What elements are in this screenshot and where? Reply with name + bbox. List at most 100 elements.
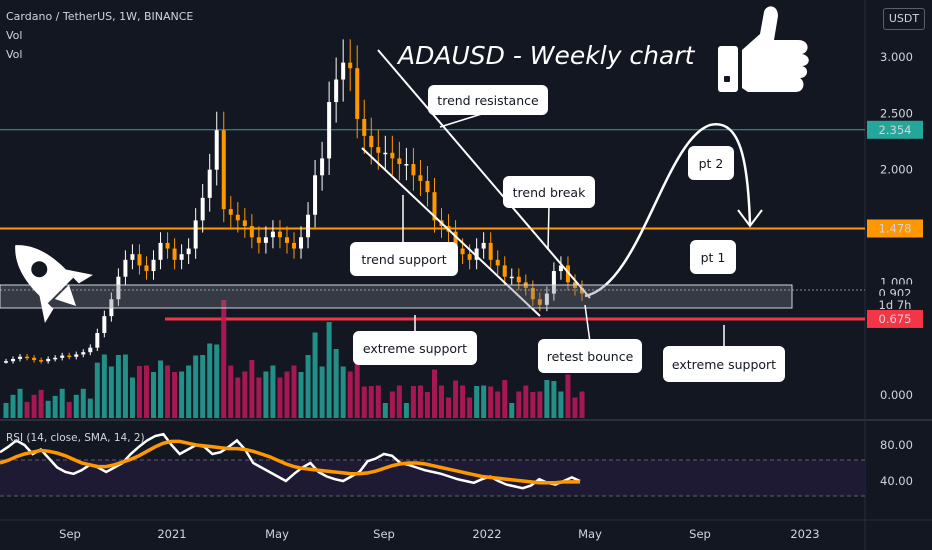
candle <box>348 39 353 92</box>
volume-bar <box>179 371 185 418</box>
candle <box>60 352 65 361</box>
volume-bar <box>417 385 423 418</box>
volume-bar <box>537 391 543 418</box>
callout-trend-resistance: trend resistance <box>428 85 548 128</box>
volume-bar <box>544 380 550 418</box>
candle <box>256 226 261 254</box>
symbol-title: Cardano / TetherUS, 1W, BINANCE <box>6 10 194 23</box>
volume-bar <box>94 362 100 418</box>
volume-bar <box>340 366 346 418</box>
volume-bar <box>122 354 128 418</box>
rsi-sma-line <box>0 439 580 485</box>
currency-button[interactable]: USDT <box>883 8 925 30</box>
candle <box>25 354 30 361</box>
candle <box>263 226 268 254</box>
volume-bar <box>129 377 135 418</box>
thumbs-up-icon <box>718 6 809 93</box>
time-tick: 2022 <box>472 527 501 541</box>
trend-lines <box>361 49 763 317</box>
volume-bar <box>481 385 487 418</box>
volume-bar <box>277 377 283 418</box>
volume-bar <box>431 369 437 418</box>
volume-bar <box>298 372 304 418</box>
volume-bar <box>3 403 9 418</box>
volume-bar <box>410 386 416 418</box>
candle <box>137 244 142 275</box>
volume-bar <box>460 385 466 418</box>
volume-bar <box>502 380 508 418</box>
volume-bar <box>509 403 515 418</box>
svg-text:1d 7h: 1d 7h <box>879 298 912 312</box>
volume-bar <box>31 394 37 418</box>
time-tick: 2021 <box>157 527 186 541</box>
volume-bar <box>270 365 276 418</box>
candle <box>249 214 254 249</box>
volume-bar <box>207 343 213 418</box>
volume-bar <box>228 365 234 418</box>
volume-bar <box>200 355 206 418</box>
volume-bar <box>565 374 571 418</box>
candle <box>165 232 170 259</box>
candle <box>46 356 51 364</box>
candle <box>116 268 121 306</box>
callout-trend-support: trend support <box>350 195 458 276</box>
candle <box>53 355 58 362</box>
candle <box>221 111 226 223</box>
candle <box>39 357 44 364</box>
volume-bar <box>165 365 171 418</box>
volume-bar <box>45 400 51 418</box>
candle <box>235 202 240 233</box>
callout-trend-break: trend break <box>503 176 595 251</box>
volume-bar <box>354 341 360 418</box>
candle <box>270 220 275 249</box>
volume-bar <box>523 385 529 418</box>
volume-bar <box>551 381 557 418</box>
volume-bar <box>488 386 494 418</box>
label-pt1: pt 1 <box>701 250 726 265</box>
volume-bar <box>235 377 241 418</box>
candle <box>186 238 191 265</box>
candle <box>334 57 339 123</box>
candle <box>397 141 402 181</box>
volume-bar <box>403 403 409 418</box>
candle <box>277 220 282 249</box>
candle <box>306 202 311 249</box>
price-label-0: 2.354 <box>867 120 923 139</box>
volume-bar <box>305 355 311 418</box>
volume-bar <box>52 395 58 418</box>
volume-bar <box>10 394 16 418</box>
volume-bar <box>453 380 459 418</box>
volume-bar <box>193 355 199 418</box>
svg-text:1.478: 1.478 <box>879 221 912 235</box>
volume-bar <box>256 377 262 418</box>
candle <box>32 355 37 363</box>
volume-bar <box>467 397 473 418</box>
callout-retest-bounce: retest bounce <box>538 304 642 373</box>
label-retest-bounce: retest bounce <box>547 349 634 364</box>
candle <box>474 238 479 270</box>
volume-bar <box>572 397 578 418</box>
volume-bar <box>424 392 430 418</box>
price-tick: 3.000 <box>880 50 913 64</box>
svg-text:0.675: 0.675 <box>879 312 912 326</box>
candle <box>284 226 289 254</box>
candle <box>425 165 430 207</box>
candle <box>228 196 233 228</box>
volume-bar <box>530 392 536 418</box>
volume-bar <box>319 366 325 418</box>
volume-bar <box>143 365 149 418</box>
volume-bar <box>214 344 220 418</box>
price-label-1: 1.478 <box>867 219 923 238</box>
volume-bar <box>326 322 332 418</box>
candle <box>320 141 325 191</box>
volume-label-secondary: Vol <box>6 48 23 61</box>
candle <box>123 250 128 285</box>
candle <box>74 351 79 360</box>
candle <box>327 81 332 175</box>
candle <box>67 352 72 360</box>
candle <box>418 159 423 196</box>
candle <box>144 256 149 280</box>
candle <box>502 256 507 285</box>
time-tick: Sep <box>373 527 395 541</box>
